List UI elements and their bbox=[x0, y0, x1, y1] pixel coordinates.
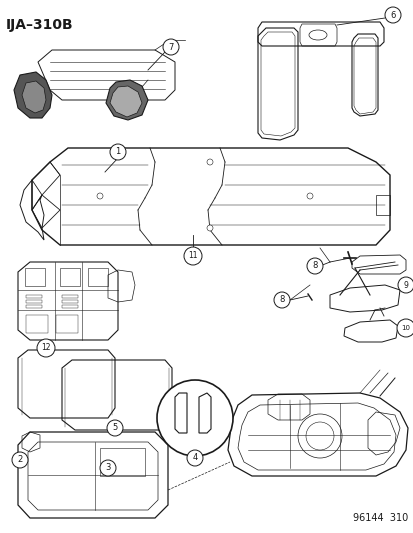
Circle shape bbox=[397, 277, 413, 293]
Text: 1: 1 bbox=[115, 148, 120, 157]
Bar bbox=[26, 305, 42, 308]
Bar bbox=[25, 268, 45, 286]
Circle shape bbox=[206, 159, 212, 165]
Text: 4: 4 bbox=[192, 454, 197, 463]
Text: 6: 6 bbox=[389, 11, 395, 20]
Bar bbox=[62, 305, 78, 308]
Circle shape bbox=[97, 193, 103, 199]
Text: 2: 2 bbox=[17, 456, 23, 464]
Bar bbox=[60, 268, 80, 286]
Bar bbox=[62, 295, 78, 298]
Text: 12: 12 bbox=[41, 343, 51, 352]
Circle shape bbox=[206, 225, 212, 231]
Text: 10: 10 bbox=[401, 325, 410, 331]
Circle shape bbox=[384, 7, 400, 23]
Circle shape bbox=[273, 292, 289, 308]
Bar bbox=[26, 300, 42, 303]
Circle shape bbox=[306, 193, 312, 199]
Bar bbox=[88, 268, 108, 286]
Circle shape bbox=[163, 39, 178, 55]
Text: 8: 8 bbox=[279, 295, 284, 304]
Polygon shape bbox=[22, 81, 46, 113]
Circle shape bbox=[396, 319, 413, 337]
Circle shape bbox=[100, 460, 116, 476]
Circle shape bbox=[157, 380, 233, 456]
Polygon shape bbox=[14, 72, 52, 118]
Text: IJA–310B: IJA–310B bbox=[6, 18, 74, 32]
Polygon shape bbox=[110, 86, 142, 117]
Polygon shape bbox=[106, 80, 147, 120]
Circle shape bbox=[187, 450, 202, 466]
Circle shape bbox=[107, 420, 123, 436]
Circle shape bbox=[183, 247, 202, 265]
Bar bbox=[62, 300, 78, 303]
Bar bbox=[26, 295, 42, 298]
Circle shape bbox=[12, 452, 28, 468]
Circle shape bbox=[110, 144, 126, 160]
Text: 11: 11 bbox=[188, 252, 197, 261]
Text: 9: 9 bbox=[403, 280, 408, 289]
Circle shape bbox=[306, 258, 322, 274]
Text: 3: 3 bbox=[105, 464, 110, 472]
Text: 96144  310: 96144 310 bbox=[352, 513, 407, 523]
Bar bbox=[56, 315, 78, 333]
Bar bbox=[100, 448, 145, 476]
Text: 7: 7 bbox=[168, 43, 173, 52]
Circle shape bbox=[37, 339, 55, 357]
Text: 8: 8 bbox=[311, 262, 317, 271]
Text: 5: 5 bbox=[112, 424, 117, 432]
Bar bbox=[26, 315, 48, 333]
